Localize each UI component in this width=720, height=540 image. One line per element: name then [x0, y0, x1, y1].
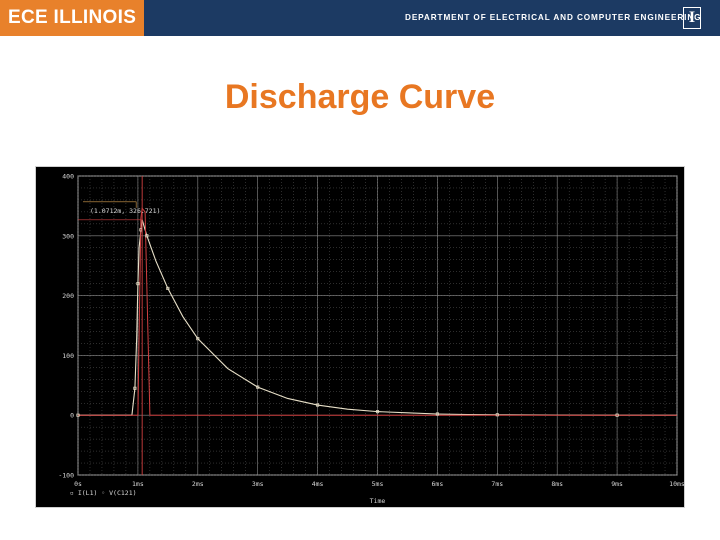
x-tick-label: 8ms: [551, 480, 563, 488]
series-line-vc121: [78, 219, 678, 416]
plot-frame: 400 300 200 100 0 -100 0s 1ms 2ms 3ms 4ms 5ms 6ms 7ms…: [36, 167, 684, 507]
x-tick-label: 5ms: [372, 480, 384, 488]
y-tick-label: -100: [58, 472, 74, 480]
x-tick-label: 9ms: [611, 480, 623, 488]
x-tick-label: 2ms: [192, 480, 204, 488]
x-tick-label: 10ms: [669, 480, 684, 488]
cursor-readout: (1.0712m, 326.721): [90, 207, 160, 215]
x-tick-label: 0s: [74, 480, 82, 488]
department-name: DEPARTMENT OF ELECTRICAL AND COMPUTER EN…: [405, 13, 702, 22]
series-marker: [145, 234, 149, 238]
y-tick-label: 200: [62, 292, 74, 300]
slide-title: Discharge Curve: [224, 78, 496, 116]
series-marker: [256, 385, 260, 389]
x-tick-label: 1ms: [132, 480, 144, 488]
series-marker: [435, 412, 439, 416]
series-marker: [375, 410, 380, 414]
y-tick-label: 0: [70, 412, 74, 420]
cursor-label-leader: [83, 201, 137, 208]
x-tick-label: 3ms: [252, 480, 264, 488]
series-marker: [615, 413, 619, 417]
y-tick-label: 100: [62, 352, 74, 360]
x-tick-label: 6ms: [432, 480, 444, 488]
series-marker: [76, 413, 80, 417]
ece-illinois-logo: ECE ILLINOIS: [0, 0, 144, 36]
y-tick-label: 300: [62, 232, 74, 240]
series-marker: [495, 413, 499, 417]
y-tick-label: 400: [62, 173, 74, 181]
x-tick-label: 4ms: [312, 480, 324, 488]
series-marker: [136, 282, 140, 286]
series-marker: [196, 337, 200, 341]
header-banner: ECE ILLINOIS DEPARTMENT OF ELECTRICAL AN…: [0, 0, 720, 36]
x-tick-label: 7ms: [491, 480, 503, 488]
illinois-i-mark-icon: I: [683, 7, 701, 29]
series-marker: [133, 386, 137, 390]
legend-text: ▫ I(L1) ◦ V(C121): [70, 489, 137, 497]
series-marker: [166, 286, 170, 290]
x-axis-label: Time: [370, 497, 386, 505]
series-marker: [316, 403, 320, 407]
